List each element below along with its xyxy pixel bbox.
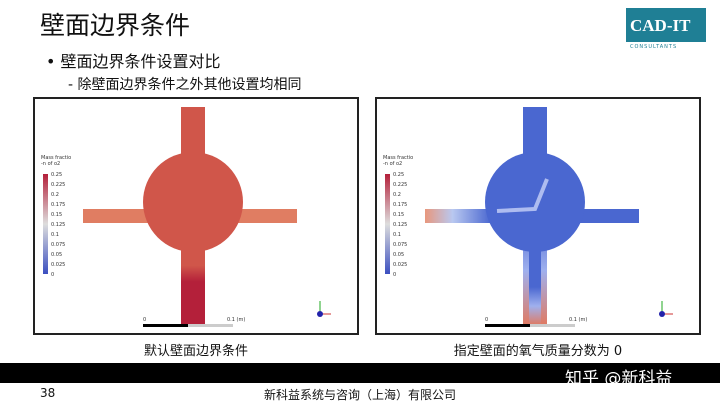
- page-number: 38: [40, 386, 56, 400]
- legend-tick: 0.025: [393, 262, 407, 268]
- axis-triad-icon: [659, 301, 673, 317]
- caption-zero-o2: 指定壁面的氧气质量分数为 0: [453, 344, 623, 359]
- legend-tick: 0.075: [393, 242, 407, 248]
- contour-plot-zero-o2: Mass fractio -n of o2 0.25 0.225 0.2 0.175 0…: [383, 107, 673, 327]
- legend-tick: 0.225: [51, 182, 65, 188]
- scale-end: 0.1 (m): [227, 317, 245, 323]
- scale-bar: [485, 324, 530, 327]
- colorbar: [385, 174, 390, 274]
- legend-tick: 0.1: [393, 232, 401, 238]
- legend-title-2: -n of o2: [383, 161, 402, 167]
- slide-title: 壁面边界条件: [40, 11, 191, 40]
- legend-tick: 0.175: [393, 202, 407, 208]
- legend-tick: 0.125: [393, 222, 407, 228]
- legend-tick: 0.15: [393, 212, 404, 218]
- scale-start: 0: [143, 317, 146, 323]
- legend-tick: 0.2: [51, 192, 59, 198]
- panel-default-wall: Mass fractio -n of o2 0.25 0.225 0.2 0.175 0…: [33, 97, 359, 335]
- scale-bar: [143, 324, 188, 327]
- axis-triad-icon: [317, 301, 331, 317]
- legend-tick: 0.075: [51, 242, 65, 248]
- legend-tick: 0.1: [51, 232, 59, 238]
- panel-zero-o2-wall: Mass fractio -n of o2 0.25 0.225 0.2 0.175 0…: [375, 97, 701, 335]
- legend-tick: 0.125: [51, 222, 65, 228]
- legend-tick: 0.25: [51, 172, 62, 178]
- legend-tick: 0.225: [393, 182, 407, 188]
- legend-title: Mass fractio: [41, 155, 71, 161]
- scale-end: 0.1 (m): [569, 317, 587, 323]
- bullet-sub: - 除壁面边界条件之外其他设置均相同: [68, 77, 302, 93]
- cad-it-logo: CAD-IT: [626, 8, 706, 42]
- legend-tick: 0.2: [393, 192, 401, 198]
- legend-tick: 0.15: [51, 212, 62, 218]
- watermark: 知乎 @新科益: [565, 369, 673, 389]
- logo-subtitle: CONSULTANTS: [630, 44, 678, 50]
- legend-tick: 0: [51, 272, 54, 278]
- footer-bar: [0, 363, 720, 383]
- legend-tick: 0.25: [393, 172, 404, 178]
- contour-plot-default: Mass fractio -n of o2 0.25 0.225 0.2 0.175 0…: [41, 107, 331, 327]
- legend-tick: 0: [393, 272, 396, 278]
- legend-tick: 0.025: [51, 262, 65, 268]
- legend-title: Mass fractio: [383, 155, 413, 161]
- scale-start: 0: [485, 317, 488, 323]
- company-name: 新科益系统与咨询（上海）有限公司: [263, 388, 456, 402]
- legend-tick: 0.05: [393, 252, 404, 258]
- caption-default: 默认壁面边界条件: [143, 344, 248, 359]
- colorbar: [43, 174, 48, 274]
- legend-tick: 0.175: [51, 202, 65, 208]
- legend-tick: 0.05: [51, 252, 62, 258]
- legend-title-2: -n of o2: [41, 161, 60, 167]
- bullet-main: • 壁面边界条件设置对比: [46, 52, 221, 71]
